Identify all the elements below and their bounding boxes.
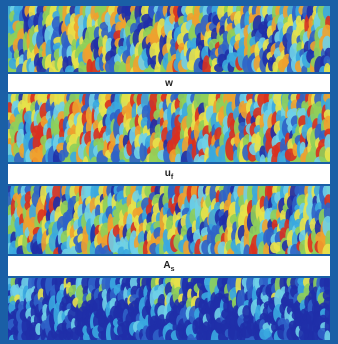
label-strip-uf: uf bbox=[8, 164, 330, 184]
field-streak bbox=[118, 159, 126, 162]
field-streak bbox=[202, 55, 211, 72]
contour-map-3 bbox=[8, 186, 330, 254]
field-streak bbox=[322, 243, 330, 254]
contour-panel-2 bbox=[8, 94, 330, 162]
field-streak bbox=[243, 244, 251, 254]
label-strip-as: As bbox=[8, 256, 330, 276]
label-uf: uf bbox=[164, 167, 174, 181]
field-streak bbox=[323, 62, 330, 72]
field-streak bbox=[324, 330, 330, 340]
field-streak bbox=[324, 147, 330, 162]
field-streak bbox=[119, 60, 127, 72]
contour-map-1 bbox=[8, 6, 330, 72]
label-w: w bbox=[165, 77, 173, 89]
field-streak bbox=[122, 249, 131, 254]
contour-panel-3 bbox=[8, 186, 330, 254]
label-strip-w: w bbox=[8, 74, 330, 92]
field-streak bbox=[187, 333, 195, 340]
field-streak bbox=[263, 328, 272, 338]
field-streak bbox=[64, 65, 75, 72]
field-streak bbox=[292, 142, 299, 157]
contour-map-2 bbox=[8, 94, 330, 162]
field-streak bbox=[82, 156, 89, 162]
field-streak bbox=[8, 154, 15, 162]
field-streak bbox=[259, 154, 266, 162]
field-streak bbox=[113, 61, 122, 72]
contour-map-4 bbox=[8, 278, 330, 340]
field-streak bbox=[78, 61, 86, 72]
label-as: As bbox=[163, 259, 175, 273]
contour-panel-1 bbox=[8, 6, 330, 72]
contour-panel-4 bbox=[8, 278, 330, 340]
